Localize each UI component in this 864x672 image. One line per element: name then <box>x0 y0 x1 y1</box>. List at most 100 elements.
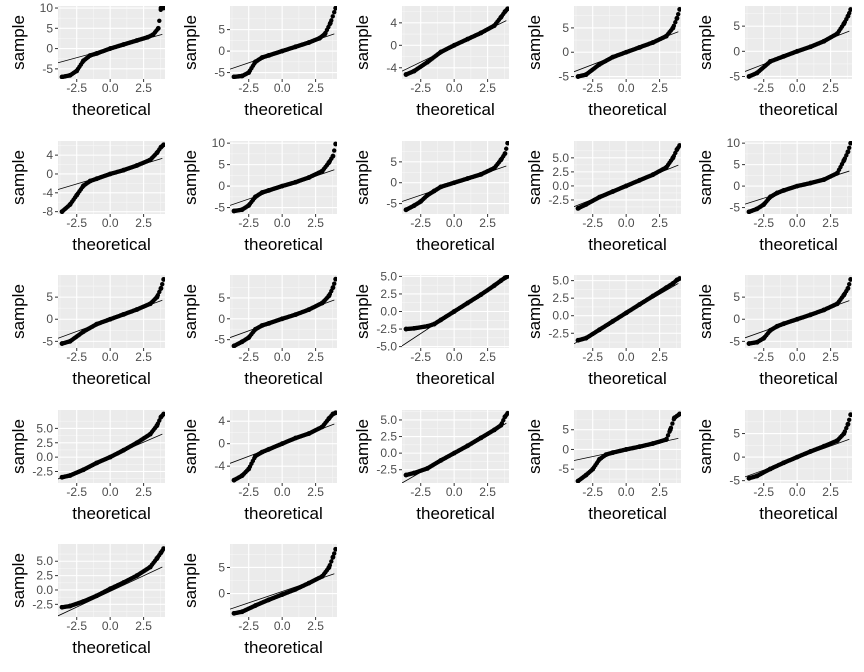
y-tick-label: -4 <box>214 459 225 473</box>
x-tick-label: -2.5 <box>238 485 259 499</box>
sample-point <box>403 72 409 77</box>
y-tick-label: 0 <box>218 179 225 193</box>
x-tick-label: -2.5 <box>753 485 774 499</box>
sample-point <box>841 157 847 163</box>
x-axis-title: theoretical <box>244 504 322 523</box>
x-tick-label: -2.5 <box>66 81 87 95</box>
sample-point <box>330 153 336 159</box>
x-axis-title: theoretical <box>416 100 494 119</box>
sample-point <box>266 597 272 603</box>
points <box>746 412 852 481</box>
sample-point <box>663 285 669 291</box>
y-tick-label: 5.0 <box>36 554 53 568</box>
sample-point <box>665 433 671 438</box>
y-tick-label: 2.5 <box>380 287 397 301</box>
y-tick-label: 5 <box>218 291 225 305</box>
y-axis-title: sample <box>181 419 200 474</box>
panel-background <box>574 6 681 79</box>
x-tick-label: 2.5 <box>307 81 324 95</box>
x-tick-label: 0.0 <box>274 81 291 95</box>
y-tick-label: 0 <box>733 179 740 193</box>
sample-point <box>403 472 409 478</box>
sample-point <box>841 431 847 436</box>
y-tick-label: 0 <box>218 312 225 326</box>
sample-point <box>231 477 237 483</box>
sample-point <box>597 62 602 67</box>
sample-point <box>674 15 680 21</box>
sample-point <box>746 341 752 346</box>
sample-point <box>677 143 681 148</box>
sample-point <box>239 609 245 615</box>
qq-line <box>58 433 163 480</box>
y-tick-label: 0 <box>46 167 53 181</box>
y-axis-title: sample <box>696 419 715 474</box>
sample-point <box>411 325 417 331</box>
x-tick-label: 0.0 <box>789 81 806 95</box>
sample-point <box>676 11 681 17</box>
x-axis-title: theoretical <box>588 369 666 388</box>
x-tick-label: -2.5 <box>238 216 259 230</box>
y-tick-label: 4 <box>390 16 397 30</box>
sample-point <box>583 335 589 341</box>
sample-point <box>677 276 681 281</box>
sample-point <box>754 206 760 212</box>
sample-point <box>332 281 337 286</box>
y-axis-title: sample <box>525 419 544 474</box>
y-tick-label: 2.5 <box>36 436 53 450</box>
points <box>59 546 165 610</box>
sample-point <box>154 555 160 561</box>
points <box>231 410 337 483</box>
sample-point <box>754 70 760 76</box>
y-tick-label: -2.5 <box>32 465 53 479</box>
y-tick-label: 5.0 <box>380 413 397 427</box>
x-tick-label: 2.5 <box>307 619 324 633</box>
sample-point <box>505 275 509 279</box>
sample-point <box>239 339 245 345</box>
x-tick-label: 2.5 <box>135 81 152 95</box>
sample-point <box>319 168 325 174</box>
y-tick-label: 5.0 <box>552 274 569 288</box>
x-tick-label: 0.0 <box>102 216 119 230</box>
sample-point <box>603 452 609 457</box>
qq-panel: -2.5 0.0 2.5 -5 0 5 theoretical sample <box>181 6 337 119</box>
qq-panel: -2.5 0.0 2.5 -8 -4 0 4 theoretical sample <box>9 141 165 254</box>
x-axis-title: theoretical <box>759 369 837 388</box>
x-tick-label: -2.5 <box>410 81 431 95</box>
sample-point <box>845 285 851 291</box>
sample-point <box>845 13 851 19</box>
sample-point <box>121 42 126 47</box>
sample-point <box>502 414 508 420</box>
sample-point <box>154 294 160 300</box>
x-tick-label: 0.0 <box>102 619 119 633</box>
x-tick-label: 2.5 <box>135 485 152 499</box>
x-tick-label: -2.5 <box>582 350 603 364</box>
y-tick-label: 5 <box>218 23 225 37</box>
y-tick-label: 5.0 <box>36 421 53 435</box>
sample-point <box>403 326 409 332</box>
sample-point <box>575 74 581 79</box>
x-axis-title: theoretical <box>588 504 666 523</box>
x-tick-label: -2.5 <box>753 81 774 95</box>
y-axis-title: sample <box>696 15 715 70</box>
y-tick-label: 2.5 <box>552 291 569 305</box>
sample-point <box>575 205 581 211</box>
qq-panel: -2.5 0.0 2.5 -5 0 5 theoretical sample <box>353 141 509 254</box>
sample-point <box>157 18 162 23</box>
sample-point <box>754 473 760 479</box>
sample-point <box>841 21 847 27</box>
sample-point <box>239 473 245 479</box>
sample-point <box>590 466 596 472</box>
y-tick-label: -5 <box>729 334 740 348</box>
sample-point <box>147 564 153 570</box>
sample-point <box>158 550 164 556</box>
x-axis-title: theoretical <box>244 369 322 388</box>
y-tick-label: -5 <box>729 474 740 488</box>
sample-point <box>575 478 581 483</box>
y-axis-title: sample <box>181 553 200 608</box>
sample-point <box>67 202 73 207</box>
sample-point <box>59 74 65 79</box>
y-tick-label: 0 <box>46 42 53 56</box>
